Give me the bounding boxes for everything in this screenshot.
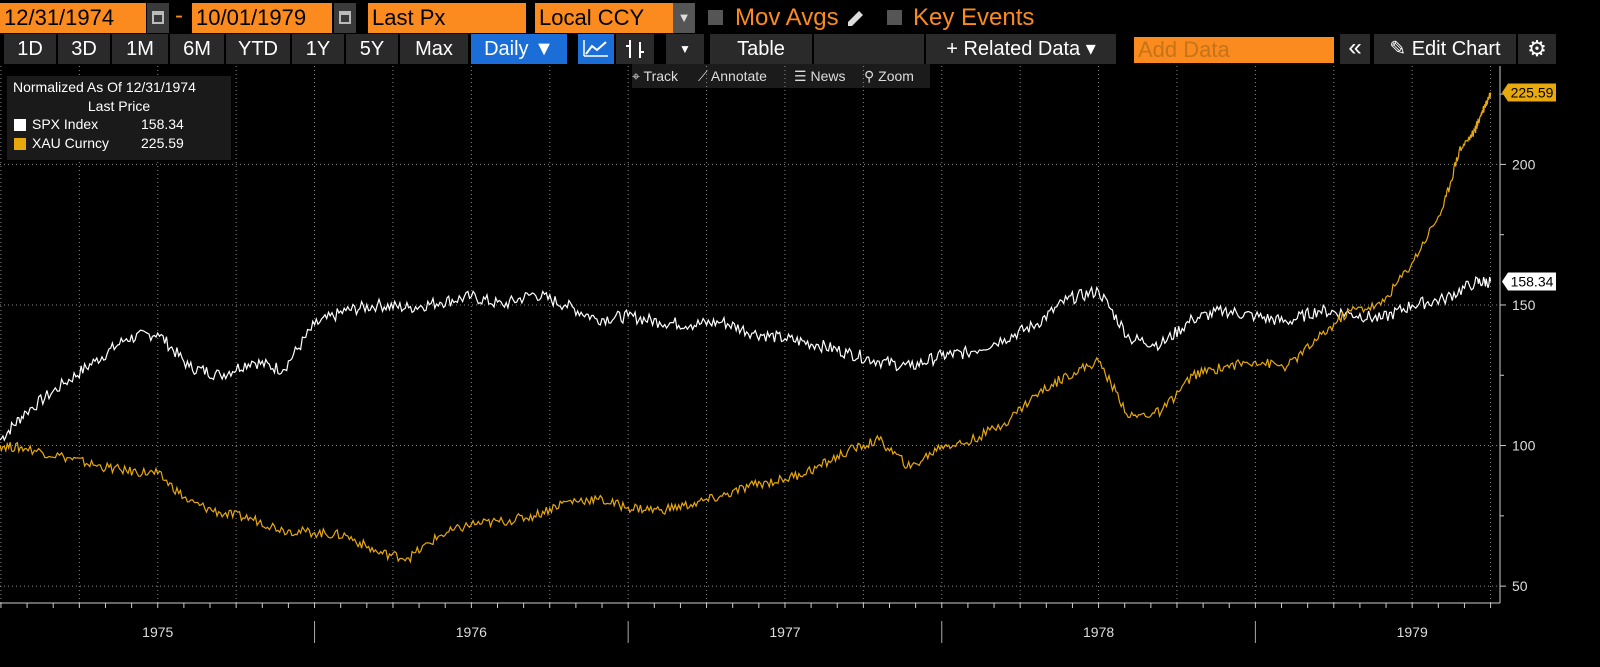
line-chart-icon[interactable] xyxy=(578,34,614,64)
start-calendar-icon[interactable] xyxy=(147,3,169,33)
table-button[interactable]: Table xyxy=(710,34,812,64)
range-1y-button[interactable]: 1Y xyxy=(292,34,344,64)
mov-avgs-edit-icon[interactable] xyxy=(844,8,868,30)
flag-label: 225.59 xyxy=(1511,84,1554,100)
legend-value-spx: 158.34 xyxy=(141,116,184,132)
range-5y-button[interactable]: 5Y xyxy=(346,34,398,64)
legend-field: Last Price xyxy=(87,98,151,114)
key-events-checkbox[interactable] xyxy=(887,10,902,25)
y-tick-label: 100 xyxy=(1512,438,1536,454)
annotate-icon: ⟋ xyxy=(698,68,711,84)
zoom-icon: ⚲ xyxy=(864,68,879,84)
bar-chart-icon[interactable] xyxy=(616,34,654,64)
chart-legend: Normalized As Of 12/31/1974 Last Price S… xyxy=(7,76,231,160)
field-select[interactable]: Last Px xyxy=(368,3,526,33)
toolbar-row-1: 12/31/1974 - 10/01/1979 Last Px Local CC… xyxy=(0,0,1600,36)
toolbar-spacer xyxy=(814,34,924,64)
legend-swatch-xau xyxy=(14,138,26,150)
range-ytd-button[interactable]: YTD xyxy=(226,34,290,64)
legend-normalized: Normalized As Of 12/31/1974 xyxy=(13,79,196,95)
currency-select[interactable]: Local CCY xyxy=(535,3,673,33)
edit-chart-button[interactable]: ✎ Edit Chart xyxy=(1374,34,1516,64)
x-tick-label: 1975 xyxy=(142,624,173,640)
edit-chart-label: Edit Chart xyxy=(1411,38,1501,60)
mov-avgs-label: Mov Avgs xyxy=(735,4,839,31)
last-value-flag-spx: 158.34 xyxy=(1502,272,1556,291)
zoom-tool[interactable]: ⚲ Zoom xyxy=(864,64,930,88)
series-line-xau xyxy=(0,92,1492,564)
end-calendar-icon[interactable] xyxy=(334,3,356,33)
edit-pencil-icon: ✎ xyxy=(1389,38,1412,60)
news-tool[interactable]: ☰ News xyxy=(794,64,860,88)
annotate-label: Annotate xyxy=(710,68,767,84)
x-tick-label: 1976 xyxy=(456,624,487,640)
end-date-field[interactable]: 10/01/1979 xyxy=(192,3,332,33)
legend-value-xau: 225.59 xyxy=(141,135,184,151)
flag-label: 158.34 xyxy=(1511,274,1554,290)
currency-dropdown-icon[interactable]: ▼ xyxy=(673,3,695,33)
range-1d-button[interactable]: 1D xyxy=(4,34,56,64)
y-tick-label: 50 xyxy=(1512,578,1528,594)
crosshair-icon: ⌖ xyxy=(632,68,644,84)
x-tick-label: 1977 xyxy=(769,624,800,640)
track-label: Track xyxy=(643,68,679,84)
collapse-icon[interactable]: « xyxy=(1340,34,1370,64)
x-tick-label: 1979 xyxy=(1397,624,1428,640)
range-max-button[interactable]: Max xyxy=(400,34,468,64)
mov-avgs-checkbox[interactable] xyxy=(708,10,723,25)
range-3d-button[interactable]: 3D xyxy=(58,34,110,64)
flag-shape xyxy=(1502,83,1556,102)
settings-gear-icon[interactable]: ⚙ xyxy=(1518,34,1556,64)
legend-swatch-spx xyxy=(14,119,26,131)
legend-name-spx: SPX Index xyxy=(32,116,99,132)
news-label: News xyxy=(810,68,846,84)
news-icon: ☰ xyxy=(794,68,811,84)
chart-tools-bar: ⌖ Track ⟋ Annotate ☰ News ⚲ Zoom xyxy=(632,64,930,88)
date-separator: - xyxy=(175,2,183,29)
legend-name-xau: XAU Curncy xyxy=(32,135,110,151)
track-tool[interactable]: ⌖ Track xyxy=(632,64,698,88)
add-data-input[interactable]: Add Data xyxy=(1134,37,1334,63)
toolbar-row-2: 1D 3D 1M 6M YTD 1Y 5Y Max Daily ▼ ▼ Tabl… xyxy=(0,34,1600,64)
y-tick-label: 200 xyxy=(1512,156,1536,172)
annotate-tool[interactable]: ⟋ Annotate xyxy=(698,64,788,88)
x-tick-label: 1978 xyxy=(1083,624,1114,640)
series-line-spx xyxy=(0,276,1492,442)
flag-shape xyxy=(1502,272,1556,291)
y-tick-label: 150 xyxy=(1512,297,1536,313)
frequency-dropdown[interactable]: Daily ▼ xyxy=(471,34,567,64)
related-data-button[interactable]: + Related Data ▾ xyxy=(926,34,1116,64)
range-1m-button[interactable]: 1M xyxy=(112,34,168,64)
last-value-flag-xau: 225.59 xyxy=(1502,83,1556,102)
zoom-label: Zoom xyxy=(878,68,914,84)
range-6m-button[interactable]: 6M xyxy=(170,34,224,64)
chart-type-dropdown-icon[interactable]: ▼ xyxy=(666,34,704,64)
key-events-label: Key Events xyxy=(913,4,1035,31)
start-date-field[interactable]: 12/31/1974 xyxy=(0,3,146,33)
